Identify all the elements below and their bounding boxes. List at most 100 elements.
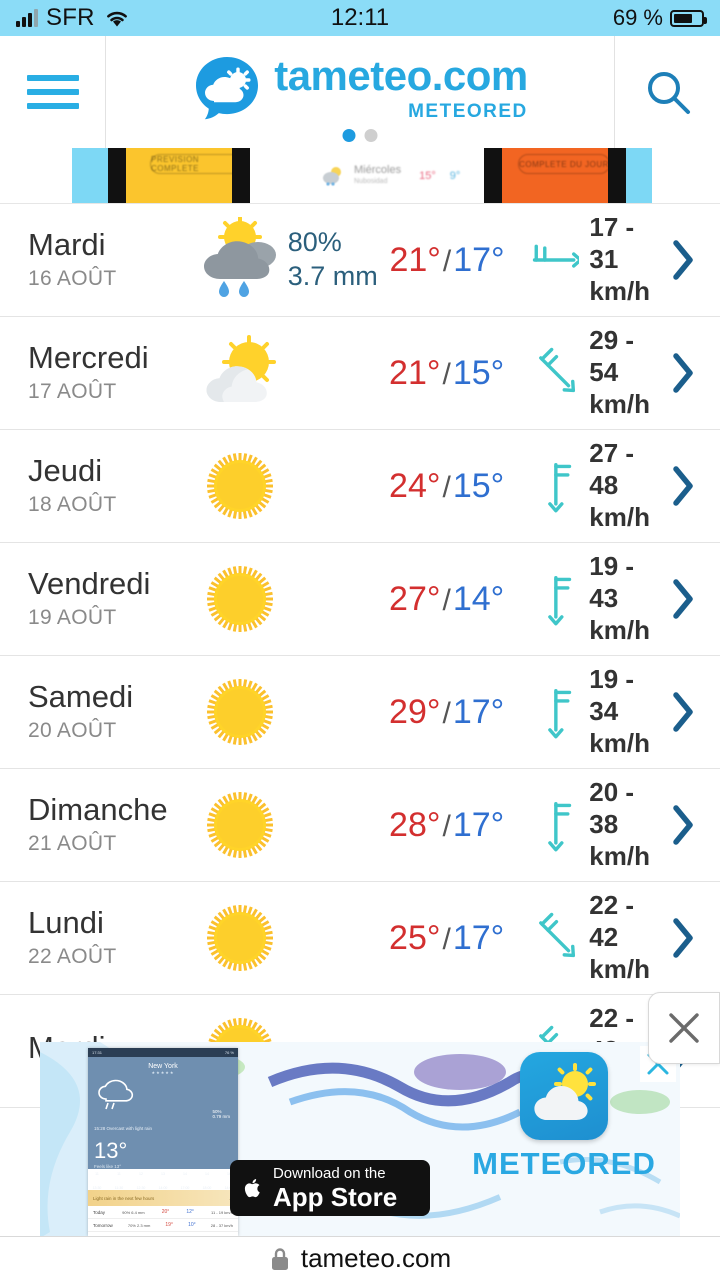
- app-promo-ad[interactable]: 17:31 76 % New York ★★★★★ 15:28 Overcast…: [40, 1042, 680, 1238]
- chevron-right-icon[interactable]: [668, 576, 698, 622]
- forecast-day-row[interactable]: Dimanche 21 AOÛT 28°/17° 20 - 38 km/h: [0, 769, 720, 882]
- partly-cloudy-icon: [206, 335, 276, 402]
- ad-phone-precip-prob: 50%: [212, 1109, 222, 1114]
- logo-subtitle: METEORED: [408, 101, 528, 122]
- day-date: 19 AOÛT: [28, 606, 117, 630]
- chevron-right-icon[interactable]: [668, 802, 698, 848]
- day-detail-button[interactable]: [658, 350, 698, 396]
- browser-url-bar[interactable]: tameteo.com: [0, 1236, 720, 1280]
- strip-card-lo: 9°: [449, 169, 461, 182]
- tameteo-logo-icon: [192, 54, 262, 124]
- wind-cell: 17 - 31 km/h: [532, 212, 659, 307]
- strip-pill-right[interactable]: COMPLETE DU JOUR: [518, 154, 610, 174]
- site-logo[interactable]: tameteo.com METEORED: [105, 36, 615, 148]
- day-name: Lundi: [28, 904, 104, 940]
- day-detail-button[interactable]: [658, 915, 698, 961]
- day-name: Samedi: [28, 678, 134, 714]
- day-detail-button[interactable]: [658, 237, 698, 283]
- chevron-right-icon[interactable]: [668, 237, 698, 283]
- temp-min: 17°: [452, 805, 505, 844]
- temp-min: 14°: [452, 579, 505, 618]
- day-label-group: Mardi 16 AOÛT: [28, 226, 192, 292]
- weather-icon-cell: [192, 899, 287, 977]
- ad-phone-hero: New York ★★★★★ 15:28 Overcast with light…: [88, 1057, 238, 1169]
- strip-card-day: Miércoles Nubosidad: [354, 164, 402, 185]
- sunny-icon: [206, 792, 273, 858]
- url-text: tameteo.com: [300, 1243, 452, 1273]
- day-detail-button[interactable]: [658, 802, 698, 848]
- rain-sun-cloud-icon: [203, 217, 276, 297]
- temperature-cell: 29°/17°: [389, 692, 505, 731]
- day-date: 16 AOÛT: [28, 267, 117, 291]
- temperature-cell: 25°/17°: [389, 918, 505, 957]
- day-label-group: Dimanche 21 AOÛT: [28, 793, 192, 857]
- ad-phone-daily-rows: Today 90% 6.4 mm 20° 12° 11 - 19 km/h Tomorr…: [88, 1206, 238, 1232]
- day-label-group: Jeudi 18 AOÛT: [28, 454, 192, 518]
- day-detail-button[interactable]: [658, 576, 698, 622]
- strip-pill-left[interactable]: PREVISION COMPLETE: [150, 154, 242, 174]
- day-detail-button[interactable]: [658, 463, 698, 509]
- wind-cell: 27 - 48 km/h: [532, 438, 659, 533]
- ad-brand-name: METEORED: [472, 1146, 656, 1181]
- temp-max: 29°: [389, 692, 441, 731]
- sunny-icon: [206, 566, 273, 632]
- carousel-dots[interactable]: [342, 129, 378, 142]
- menu-button[interactable]: [0, 36, 105, 148]
- weather-icon-cell: [192, 334, 287, 412]
- chevron-right-icon[interactable]: [668, 689, 698, 735]
- carrier-label: SFR: [46, 4, 95, 31]
- forecast-day-row[interactable]: Lundi 22 AOÛT 25°/17° 22 - 42 km/h: [0, 882, 720, 995]
- day-name: Vendredi: [28, 565, 151, 601]
- app-store-badge[interactable]: Download on the App Store: [230, 1160, 430, 1216]
- chevron-right-icon[interactable]: [668, 350, 698, 396]
- forecast-day-row[interactable]: Mardi 16 AOÛT 80% 3.7 mm 21°/17°: [0, 204, 720, 317]
- weather-icon-cell: [192, 673, 287, 751]
- ad-phone-precip: 50% 0.79 mm: [212, 1109, 230, 1119]
- forecast-day-row[interactable]: Vendredi 19 AOÛT 27°/14° 19 - 43 km/h: [0, 543, 720, 656]
- ad-phone-feels: Feels like 13°: [94, 1163, 122, 1169]
- wind-speed: 19 - 43 km/h: [589, 551, 650, 645]
- temp-min: 17°: [452, 692, 505, 731]
- ad-dismiss-button[interactable]: [648, 992, 720, 1064]
- apple-icon: [244, 1179, 260, 1198]
- sunny-icon: [206, 453, 273, 519]
- temp-max: 24°: [389, 466, 441, 505]
- close-icon[interactable]: [664, 1008, 704, 1048]
- search-button[interactable]: [615, 36, 720, 148]
- temp-max: 21°: [389, 240, 441, 279]
- ad-phone-statusbar: 17:31 76 %: [88, 1048, 238, 1057]
- status-bar-right: 69 %: [613, 5, 707, 31]
- carousel-dot-1[interactable]: [342, 129, 356, 142]
- weather-icon-cell: [192, 217, 288, 303]
- ad-phone-alert: Light rain in the next few hours →: [88, 1190, 238, 1206]
- promo-carousel-strip[interactable]: PREVISION COMPLETE Miércoles Nubosidad 1…: [0, 148, 720, 204]
- ad-phone-hour-item: 12 12:30: [136, 1172, 146, 1190]
- temperature-cell: 27°/14°: [389, 579, 505, 618]
- wind-arrow-north-icon: [547, 688, 571, 739]
- weather-icon-cell: [192, 786, 287, 864]
- hamburger-menu-icon[interactable]: [26, 75, 79, 109]
- ad-brand-block: METEORED: [464, 1052, 664, 1182]
- wind-cell: 29 - 54 km/h: [532, 325, 659, 420]
- sunny-icon: [206, 905, 273, 971]
- wind-speed: 19 - 34 km/h: [589, 664, 650, 758]
- temp-max: 21°: [389, 353, 441, 392]
- day-label-group: Vendredi 19 AOÛT: [28, 565, 192, 631]
- weather-icon-cell: [192, 447, 287, 525]
- forecast-day-row[interactable]: Samedi 20 AOÛT 29°/17° 19 - 34 km/h: [0, 656, 720, 769]
- chevron-right-icon[interactable]: [668, 463, 698, 509]
- search-icon[interactable]: [640, 64, 696, 120]
- day-date: 22 AOÛT: [28, 945, 117, 969]
- ad-phone-stars: ★★★★★: [151, 1070, 175, 1075]
- day-name: Mardi: [28, 226, 106, 262]
- carousel-dot-2[interactable]: [364, 129, 378, 142]
- temperature-cell: 28°/17°: [389, 805, 505, 844]
- ad-phone-hourly: 11 13:30 11 11:30 12 12:30 13 14:00 14 17:00 14 18:…: [88, 1169, 238, 1190]
- forecast-day-row[interactable]: Jeudi 18 AOÛT 24°/15° 27 - 48 km/h: [0, 430, 720, 543]
- strip-divider-right: [484, 148, 502, 203]
- chevron-right-icon[interactable]: [668, 915, 698, 961]
- day-detail-button[interactable]: [658, 689, 698, 735]
- wind-arrow-east-icon: [532, 244, 580, 268]
- forecast-day-row[interactable]: Mercredi 17 AOÛT 21°/15° 29 -: [0, 317, 720, 430]
